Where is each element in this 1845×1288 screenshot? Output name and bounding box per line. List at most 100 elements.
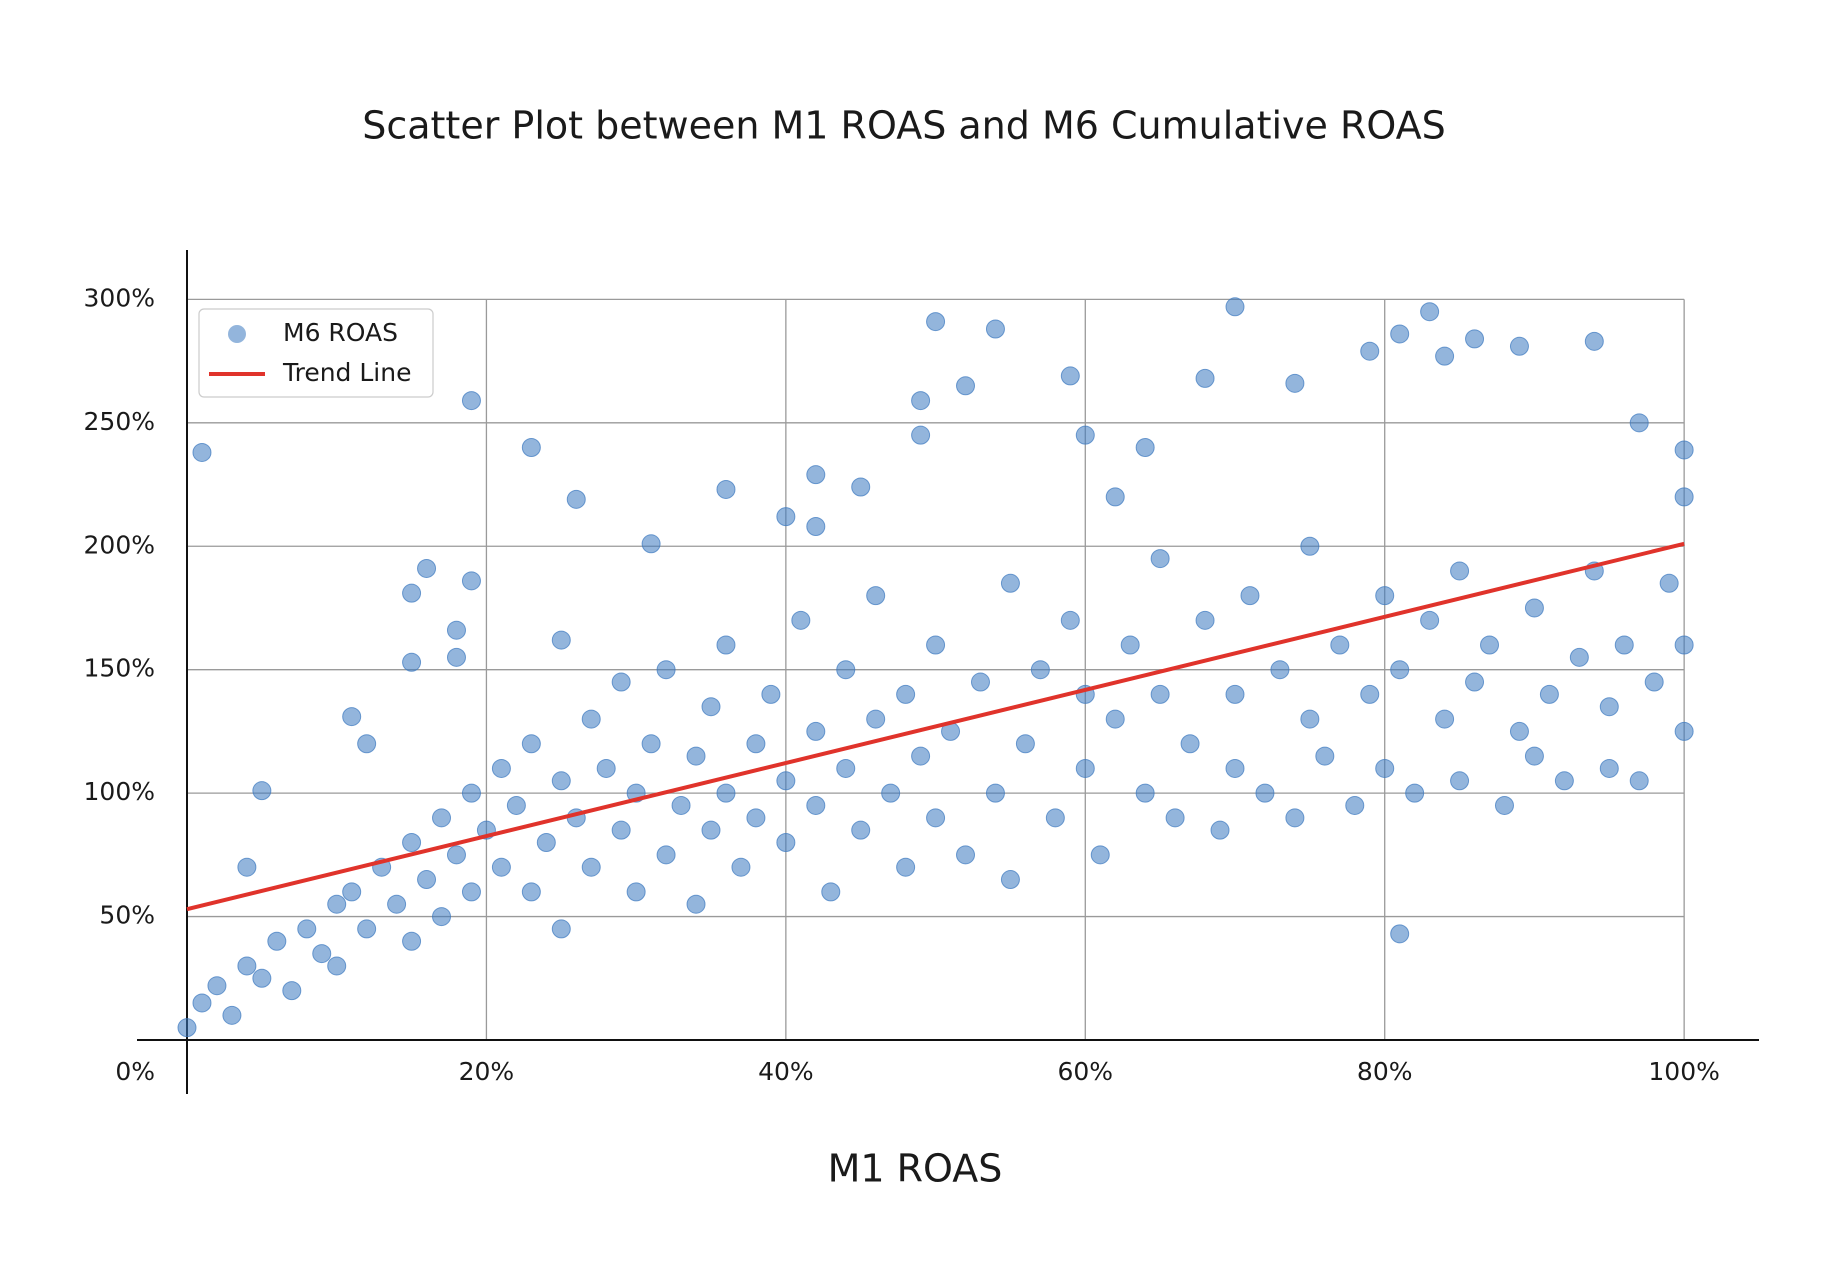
point bbox=[402, 652, 422, 672]
point bbox=[911, 391, 931, 411]
chart-title: Scatter Plot between M1 ROAS and M6 Cumu… bbox=[362, 104, 1446, 148]
point bbox=[282, 981, 302, 1001]
point bbox=[1539, 684, 1559, 704]
point bbox=[1420, 610, 1440, 630]
trend-line bbox=[186, 541, 1685, 912]
point bbox=[1450, 561, 1470, 581]
point bbox=[1509, 336, 1529, 356]
point bbox=[686, 894, 706, 914]
point bbox=[1015, 734, 1035, 754]
point bbox=[641, 534, 661, 554]
point bbox=[1569, 647, 1589, 667]
grid bbox=[187, 298, 1685, 1040]
point bbox=[461, 783, 481, 803]
legend-label: Trend Line bbox=[282, 358, 411, 387]
point bbox=[446, 647, 466, 667]
point bbox=[791, 610, 811, 630]
point bbox=[1135, 438, 1155, 457]
point bbox=[956, 376, 976, 396]
x-tick-label: 20% bbox=[459, 1057, 515, 1086]
point bbox=[432, 808, 452, 828]
point bbox=[402, 583, 422, 603]
point bbox=[911, 425, 931, 445]
y-tick-label: 150% bbox=[84, 654, 155, 683]
point bbox=[1180, 734, 1200, 754]
point bbox=[1450, 771, 1470, 791]
x-tick-label: 80% bbox=[1357, 1057, 1413, 1086]
point bbox=[1524, 598, 1544, 618]
point bbox=[1659, 573, 1679, 593]
point bbox=[1674, 721, 1694, 741]
point bbox=[1315, 746, 1335, 766]
point bbox=[1120, 635, 1140, 655]
point bbox=[1030, 660, 1050, 680]
point bbox=[926, 312, 946, 332]
point bbox=[342, 707, 362, 727]
point bbox=[581, 709, 601, 729]
point bbox=[521, 438, 541, 457]
point bbox=[1614, 635, 1634, 655]
point bbox=[237, 857, 257, 877]
point bbox=[387, 894, 407, 914]
y-tick-label: 250% bbox=[84, 407, 155, 436]
point bbox=[1135, 783, 1155, 803]
point bbox=[1300, 709, 1320, 729]
legend-marker bbox=[228, 325, 246, 343]
point bbox=[1105, 709, 1125, 729]
point bbox=[985, 319, 1005, 339]
point bbox=[671, 795, 691, 815]
point bbox=[701, 820, 721, 840]
point bbox=[1195, 610, 1215, 630]
point bbox=[177, 1018, 197, 1038]
point bbox=[596, 758, 616, 778]
point bbox=[1225, 758, 1245, 778]
point bbox=[626, 882, 646, 902]
point bbox=[1075, 758, 1095, 778]
point bbox=[1150, 684, 1170, 704]
point bbox=[985, 783, 1005, 803]
point bbox=[851, 820, 871, 840]
point bbox=[1509, 721, 1529, 741]
point bbox=[1045, 808, 1065, 828]
point bbox=[1420, 302, 1440, 322]
point bbox=[656, 845, 676, 865]
point bbox=[342, 882, 362, 902]
point bbox=[521, 734, 541, 754]
point bbox=[1494, 795, 1514, 815]
point bbox=[432, 907, 452, 927]
point bbox=[1000, 870, 1020, 890]
point bbox=[1345, 795, 1365, 815]
point bbox=[566, 489, 586, 509]
point bbox=[297, 919, 317, 939]
point bbox=[956, 845, 976, 865]
point bbox=[222, 1005, 242, 1025]
point bbox=[1285, 373, 1305, 393]
point bbox=[1225, 684, 1245, 704]
point bbox=[1435, 346, 1455, 366]
point bbox=[1599, 697, 1619, 717]
x-tick-label: 100% bbox=[1648, 1057, 1719, 1086]
point bbox=[776, 507, 796, 527]
point bbox=[1674, 635, 1694, 655]
point bbox=[461, 571, 481, 591]
point bbox=[1584, 331, 1604, 351]
point bbox=[536, 833, 556, 852]
point bbox=[1300, 536, 1320, 556]
point bbox=[417, 558, 437, 578]
point bbox=[1390, 660, 1410, 680]
point bbox=[402, 833, 422, 852]
point bbox=[1165, 808, 1185, 828]
point bbox=[970, 672, 990, 692]
point bbox=[821, 882, 841, 902]
point bbox=[491, 857, 511, 877]
point bbox=[1060, 610, 1080, 630]
x-axis-label: M1 ROAS bbox=[828, 1147, 1003, 1191]
point bbox=[267, 931, 287, 951]
point bbox=[806, 721, 826, 741]
point bbox=[1629, 413, 1649, 433]
point bbox=[1674, 440, 1694, 460]
point bbox=[252, 781, 272, 801]
point bbox=[731, 857, 751, 877]
point bbox=[1524, 746, 1544, 766]
point bbox=[417, 870, 437, 890]
